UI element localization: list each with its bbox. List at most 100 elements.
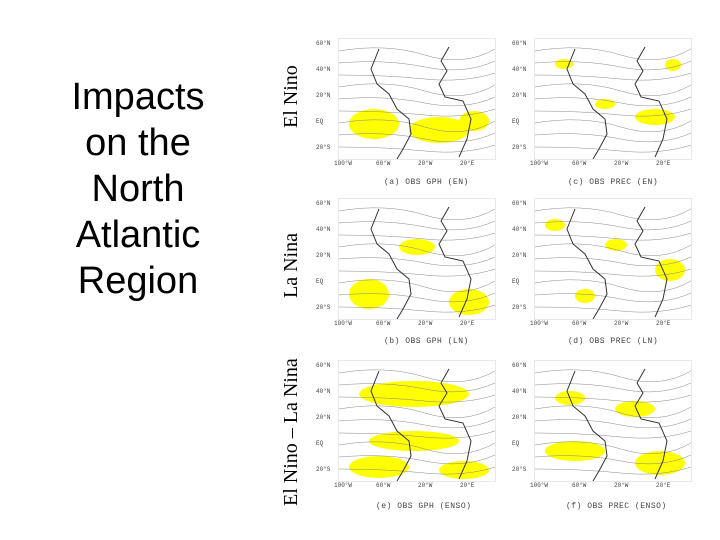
contour-line xyxy=(339,132,495,143)
contour-line xyxy=(339,60,495,71)
contour-line xyxy=(535,369,691,382)
lat-tick-label: 40°N xyxy=(512,66,527,73)
contour-line xyxy=(535,466,691,475)
contour-line xyxy=(339,441,495,454)
contour-line xyxy=(535,232,691,241)
lon-tick-label: 20°W xyxy=(418,160,433,167)
lon-tick-label: 100°W xyxy=(334,320,353,327)
title-line: Atlantic xyxy=(75,214,201,256)
lat-tick-label: 40°N xyxy=(316,388,331,395)
shading-region xyxy=(635,451,685,475)
map-panel-d xyxy=(534,198,692,320)
contour-line xyxy=(535,304,691,313)
coastline-europe-africa xyxy=(438,206,472,318)
lat-tick-label: 20°S xyxy=(512,466,527,473)
contour-line xyxy=(535,405,691,418)
title-line: on the xyxy=(85,122,191,164)
caption-b: (b) OBS GPH (LN) xyxy=(384,337,469,346)
lon-tick-label: 60°W xyxy=(572,160,587,167)
shading-region xyxy=(399,239,435,255)
contour-line xyxy=(535,207,691,220)
lon-tick-label: 20°W xyxy=(614,160,629,167)
contour-line xyxy=(339,268,495,277)
lat-tick-label: EQ xyxy=(512,278,520,285)
lon-tick-label: 20°W xyxy=(418,482,433,489)
lat-tick-label: 20°N xyxy=(316,414,331,421)
title-line: Impacts xyxy=(71,76,205,118)
lon-tick-label: 20°E xyxy=(460,482,475,489)
contour-line xyxy=(339,279,495,292)
lat-tick-label: 20°S xyxy=(316,466,331,473)
coastline-americas xyxy=(370,370,412,481)
contour-line xyxy=(535,430,691,439)
lat-tick-label: 40°N xyxy=(316,226,331,233)
lat-tick-label: EQ xyxy=(512,440,520,447)
lat-tick-label: EQ xyxy=(316,440,324,447)
contour-line xyxy=(339,466,495,475)
contour-line xyxy=(339,369,495,382)
lat-tick-label: 20°S xyxy=(316,144,331,151)
contour-line xyxy=(339,83,495,96)
coastline-europe-africa xyxy=(634,46,668,158)
contour-line xyxy=(339,144,495,153)
contour-line xyxy=(339,256,495,267)
lat-tick-label: 60°N xyxy=(316,362,331,369)
shading-region xyxy=(635,109,675,125)
row-label-difference: El Nino – La Nina xyxy=(280,358,302,506)
contour-line xyxy=(339,108,495,117)
contour-line xyxy=(339,454,495,465)
coastline-americas xyxy=(370,48,412,159)
shading-region xyxy=(665,59,681,71)
caption-a: (a) OBS GPH (EN) xyxy=(384,178,469,187)
contour-line xyxy=(339,72,495,81)
contour-line xyxy=(339,292,495,303)
contour-line xyxy=(535,119,691,132)
shading-region xyxy=(359,381,469,407)
map-panel-c xyxy=(534,38,692,160)
lat-tick-label: 20°N xyxy=(512,92,527,99)
coastline-americas xyxy=(370,208,412,319)
contour-line xyxy=(339,430,495,439)
title-line: Region xyxy=(77,260,199,302)
lat-tick-label: 60°N xyxy=(512,200,527,207)
lon-tick-label: 100°W xyxy=(530,482,549,489)
lon-tick-label: 60°W xyxy=(376,160,391,167)
contour-line xyxy=(339,47,495,60)
contour-line xyxy=(339,96,495,107)
lat-tick-label: 20°N xyxy=(316,92,331,99)
coastline-europe-africa xyxy=(438,368,472,480)
caption-f: (f) OBS PREC (ENSO) xyxy=(566,502,667,511)
contour-line xyxy=(535,83,691,96)
coastline-americas xyxy=(566,48,608,159)
row-label-la-nina: La Nina xyxy=(280,233,302,298)
contour-line xyxy=(535,382,691,393)
coastline-europe-africa xyxy=(438,46,472,158)
contour-line xyxy=(339,220,495,231)
map-panel-e xyxy=(338,360,496,482)
contour-line xyxy=(535,72,691,81)
contour-line xyxy=(535,279,691,292)
contour-line xyxy=(535,268,691,277)
lon-tick-label: 60°W xyxy=(572,320,587,327)
lon-tick-label: 20°W xyxy=(418,320,433,327)
contour-line xyxy=(535,144,691,153)
title-line: North xyxy=(91,168,185,210)
lat-tick-label: EQ xyxy=(316,118,324,125)
lon-tick-label: 20°E xyxy=(656,482,671,489)
lon-tick-label: 100°W xyxy=(530,320,549,327)
lon-tick-label: 20°E xyxy=(460,320,475,327)
contour-line xyxy=(535,441,691,454)
lon-tick-label: 20°E xyxy=(656,320,671,327)
contour-line xyxy=(535,394,691,403)
contour-line xyxy=(535,454,691,465)
lat-tick-label: 40°N xyxy=(512,388,527,395)
lat-tick-label: EQ xyxy=(316,278,324,285)
contour-line xyxy=(535,256,691,267)
contour-line xyxy=(339,304,495,313)
shading-region xyxy=(655,259,685,281)
shading-region xyxy=(449,289,489,315)
lon-tick-label: 60°W xyxy=(572,482,587,489)
row-label-el-nino: El Nino xyxy=(280,65,302,128)
coastline-europe-africa xyxy=(634,368,668,480)
contour-line xyxy=(339,207,495,220)
